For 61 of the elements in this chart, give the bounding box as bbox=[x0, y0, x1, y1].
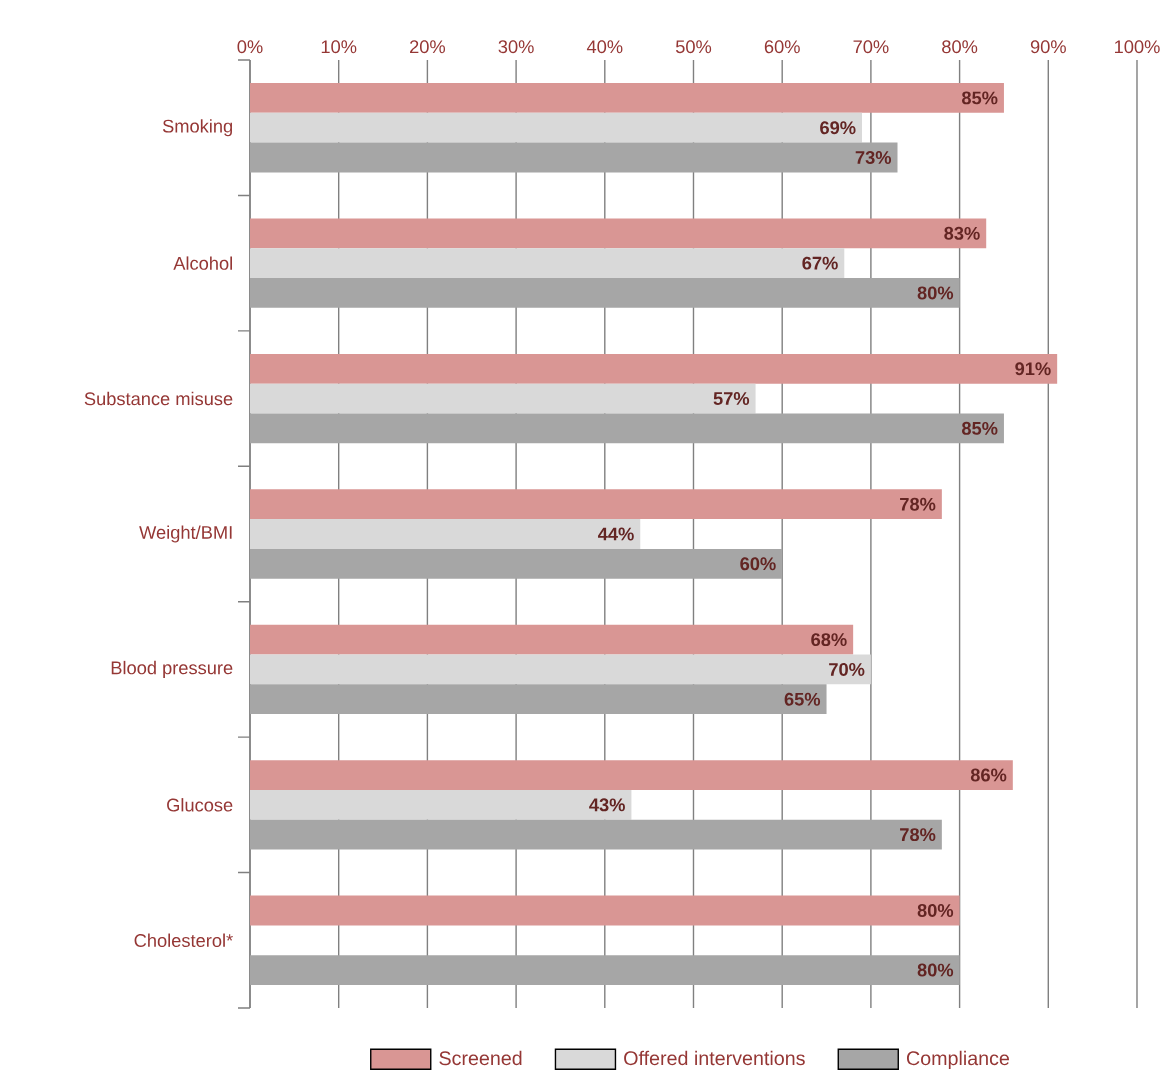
x-tick-label: 0% bbox=[237, 40, 263, 54]
data-label: 67% bbox=[802, 256, 838, 270]
x-tick-label: 90% bbox=[1030, 40, 1066, 54]
y-tick-label: Blood pressure bbox=[111, 660, 233, 678]
bar bbox=[249, 624, 854, 655]
data-label: 68% bbox=[811, 633, 847, 647]
data-label: 73% bbox=[855, 151, 892, 165]
data-label: 60% bbox=[740, 557, 776, 571]
data-label: 78% bbox=[900, 497, 936, 511]
bar bbox=[249, 278, 960, 308]
bar bbox=[249, 789, 632, 820]
data-label: 80% bbox=[917, 286, 954, 300]
legend-label: Compliance bbox=[906, 1050, 1010, 1070]
x-tick-label: 100% bbox=[1115, 40, 1160, 54]
bar bbox=[249, 519, 641, 549]
x-tick-label: 30% bbox=[498, 40, 534, 54]
legend-label: Screened bbox=[439, 1050, 522, 1066]
bar bbox=[249, 353, 1058, 384]
data-label: 57% bbox=[713, 392, 750, 405]
x-tick-label: 80% bbox=[942, 40, 978, 54]
x-tick-label: 10% bbox=[321, 40, 357, 54]
data-label: 44% bbox=[598, 527, 634, 541]
x-tick-label: 50% bbox=[675, 40, 712, 54]
bar bbox=[249, 218, 987, 249]
bar bbox=[249, 654, 871, 685]
bar bbox=[249, 112, 863, 143]
data-label: 69% bbox=[820, 121, 856, 135]
bar bbox=[249, 684, 827, 715]
x-tick-label: 20% bbox=[410, 40, 446, 54]
data-label: 83% bbox=[944, 226, 980, 240]
data-label: 43% bbox=[589, 798, 625, 812]
data-label: 85% bbox=[962, 421, 998, 435]
bar bbox=[249, 548, 783, 579]
x-tick-label: 70% bbox=[853, 40, 889, 54]
bar bbox=[249, 895, 960, 926]
y-tick-label: Cholesterol* bbox=[134, 933, 233, 947]
bar bbox=[249, 760, 1013, 790]
bar bbox=[249, 142, 898, 173]
bar bbox=[249, 413, 1004, 444]
data-label: 91% bbox=[1015, 362, 1051, 376]
data-label: 80% bbox=[917, 963, 954, 977]
legend-label: Offered interventions bbox=[624, 1050, 805, 1066]
y-tick-label: Weight/BMI bbox=[139, 525, 232, 543]
data-label: 78% bbox=[900, 828, 936, 842]
x-tick-label: 60% bbox=[764, 40, 800, 54]
bar bbox=[249, 819, 942, 850]
bar bbox=[249, 955, 960, 985]
bar bbox=[249, 83, 1004, 113]
data-label: 86% bbox=[970, 768, 1007, 782]
y-tick-label: Substance misuse bbox=[84, 391, 233, 406]
y-tick-label: Glucose bbox=[167, 798, 233, 812]
data-label: 65% bbox=[784, 692, 821, 706]
y-tick-label: Smoking bbox=[162, 119, 233, 137]
bar bbox=[249, 248, 845, 279]
bar bbox=[249, 489, 942, 520]
bar bbox=[249, 383, 756, 414]
x-tick-label: 40% bbox=[586, 40, 623, 54]
data-label: 70% bbox=[829, 662, 865, 676]
data-label: 80% bbox=[917, 903, 954, 917]
data-label: 85% bbox=[962, 91, 998, 105]
y-tick-label: Alcohol bbox=[173, 256, 232, 270]
